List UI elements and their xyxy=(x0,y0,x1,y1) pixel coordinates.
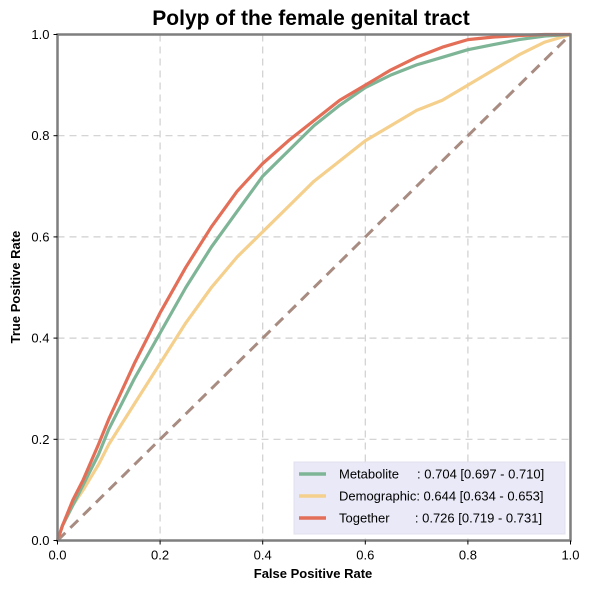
series-layer xyxy=(55,32,572,542)
y-tick-label: 0.8 xyxy=(31,128,49,143)
y-axis-label: True Positive Rate xyxy=(8,231,23,344)
y-tick-label: 0.2 xyxy=(31,432,49,447)
legend: Metabolite : 0.704 [0.697 - 0.710] Demogr… xyxy=(293,461,566,535)
x-tick-label: 1.0 xyxy=(561,548,579,563)
demographic-roc-line xyxy=(55,32,571,542)
x-tick-label: 0.6 xyxy=(356,548,374,563)
y-tick-label: 0.4 xyxy=(31,331,49,346)
metabolite-roc-line xyxy=(55,32,571,542)
x-axis-label: False Positive Rate xyxy=(254,566,373,581)
x-tick-label: 0.4 xyxy=(254,548,272,563)
y-tick-label: 0.0 xyxy=(31,533,49,548)
chart-title: Polyp of the female genital tract xyxy=(152,7,469,30)
chance-roc-line xyxy=(56,33,572,542)
tick-layer: 0.0 0.2 0.4 0.6 0.8 1.0 0.0 0.2 0.4 0.6 0.8 1.0 xyxy=(31,27,579,563)
legend-box xyxy=(293,461,566,535)
together-roc-line xyxy=(55,32,571,542)
legend-label-demographic: Demographic: 0.644 [0.634 - 0.653] xyxy=(339,489,544,504)
x-tick-label: 0.8 xyxy=(459,548,477,563)
y-tick-label: 0.6 xyxy=(31,229,49,244)
x-tick-label: 0.2 xyxy=(151,548,169,563)
x-tick-label: 0.0 xyxy=(48,548,66,563)
grid xyxy=(57,34,571,541)
legend-label-together: Together : 0.726 [0.719 - 0.731] xyxy=(339,511,542,526)
legend-label-metabolite: Metabolite : 0.704 [0.697 - 0.710] xyxy=(339,467,544,482)
plot-frame xyxy=(56,33,572,542)
y-tick-label: 1.0 xyxy=(31,27,49,42)
